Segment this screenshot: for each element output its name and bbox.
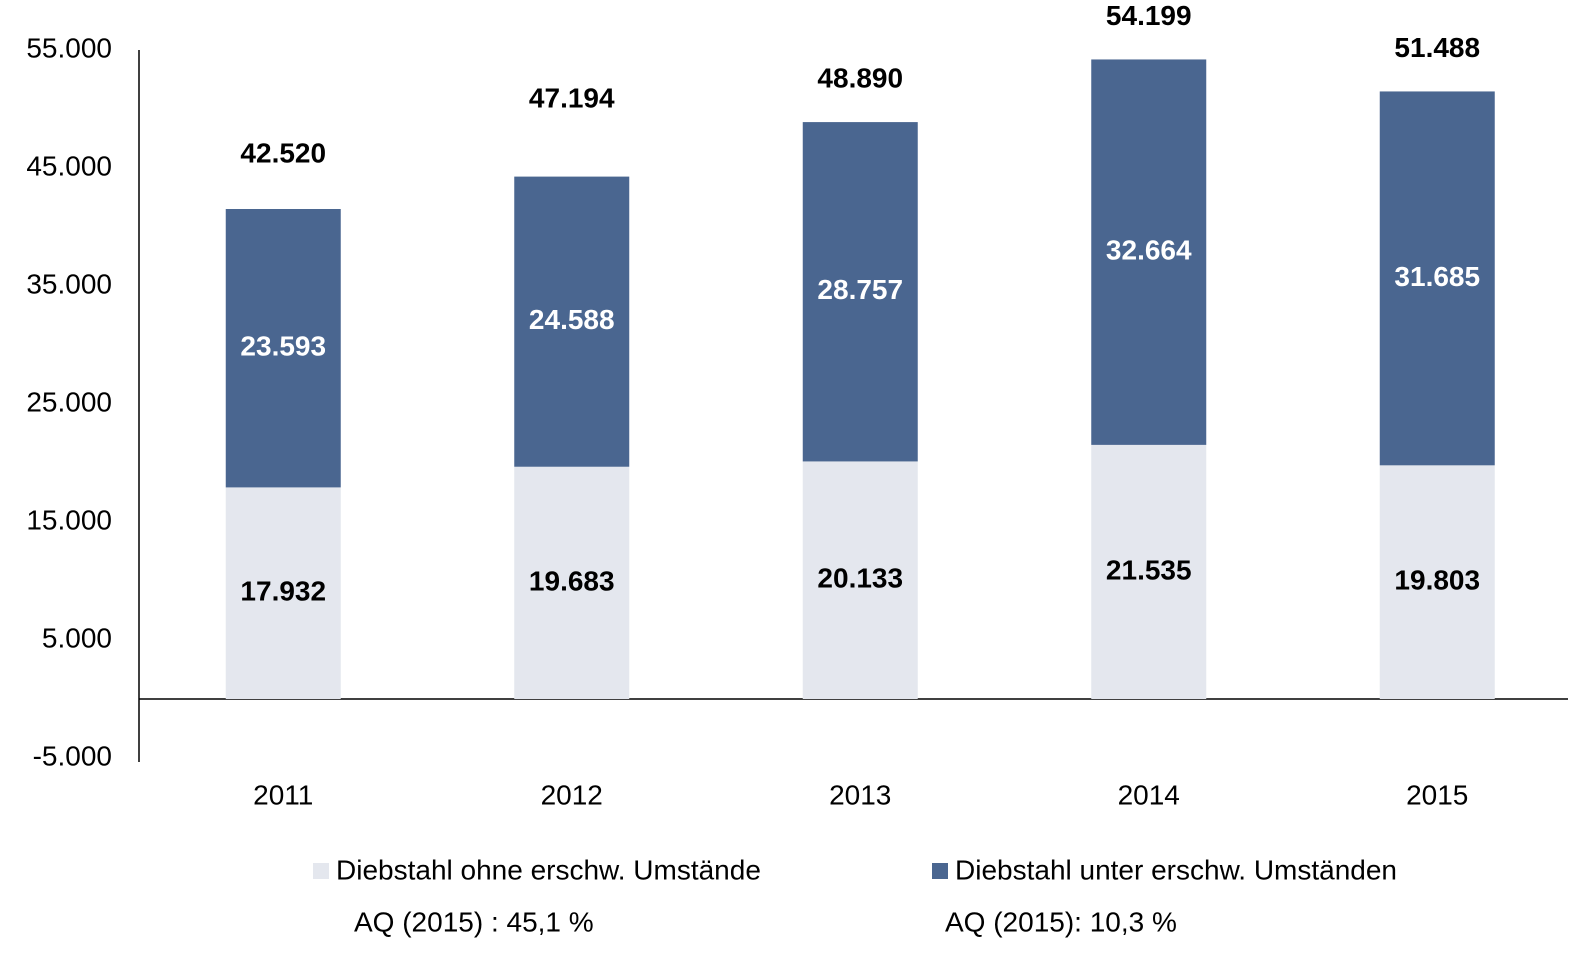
x-tick-label: 2012: [541, 779, 603, 810]
value-label: 31.685: [1394, 261, 1480, 292]
y-tick-label: 5.000: [42, 622, 112, 653]
bar-segment: [225, 209, 341, 488]
value-label: 19.803: [1394, 565, 1480, 596]
value-label: 23.593: [240, 331, 326, 362]
bar-segment: [514, 466, 630, 699]
y-tick-label: 35.000: [26, 268, 112, 299]
x-tick-label: 2011: [253, 779, 313, 810]
y-tick-label: 55.000: [26, 32, 112, 63]
bar-segment: [802, 122, 918, 462]
bar-segment: [1091, 59, 1207, 445]
y-tick-label: -5.000: [33, 740, 112, 771]
total-label: 54.199: [1106, 0, 1192, 31]
y-tick-label: 45.000: [26, 150, 112, 181]
total-label: 42.520: [240, 138, 326, 169]
y-tick-label: 25.000: [26, 386, 112, 417]
total-label: 47.194: [529, 83, 615, 114]
x-tick-label: 2015: [1406, 779, 1468, 810]
value-label: 19.683: [529, 565, 615, 596]
legend-swatch: [313, 863, 329, 879]
value-label: 17.932: [240, 576, 326, 607]
y-tick-label: 15.000: [26, 504, 112, 535]
value-label: 32.664: [1106, 235, 1192, 266]
bar-segment: [514, 176, 630, 467]
bar-segment: [1379, 465, 1495, 699]
value-label: 21.535: [1106, 554, 1192, 585]
total-label: 51.488: [1394, 32, 1480, 63]
x-tick-label: 2014: [1118, 779, 1180, 810]
bar-segment: [225, 487, 341, 699]
x-tick-label: 2013: [829, 779, 891, 810]
total-label: 48.890: [817, 62, 903, 93]
annotation: AQ (2015): 10,3 %: [945, 906, 1177, 937]
legend-swatch: [932, 863, 948, 879]
annotation: AQ (2015) : 45,1 %: [354, 906, 594, 937]
legend-label: Diebstahl unter erschw. Umständen: [955, 854, 1397, 885]
bar-segment: [1379, 91, 1495, 466]
value-label: 28.757: [817, 274, 903, 305]
legend-label: Diebstahl ohne erschw. Umstände: [336, 854, 761, 885]
bar-segment: [1091, 444, 1207, 699]
value-label: 24.588: [529, 304, 615, 335]
bar-segment: [802, 461, 918, 699]
value-label: 20.133: [817, 563, 903, 594]
